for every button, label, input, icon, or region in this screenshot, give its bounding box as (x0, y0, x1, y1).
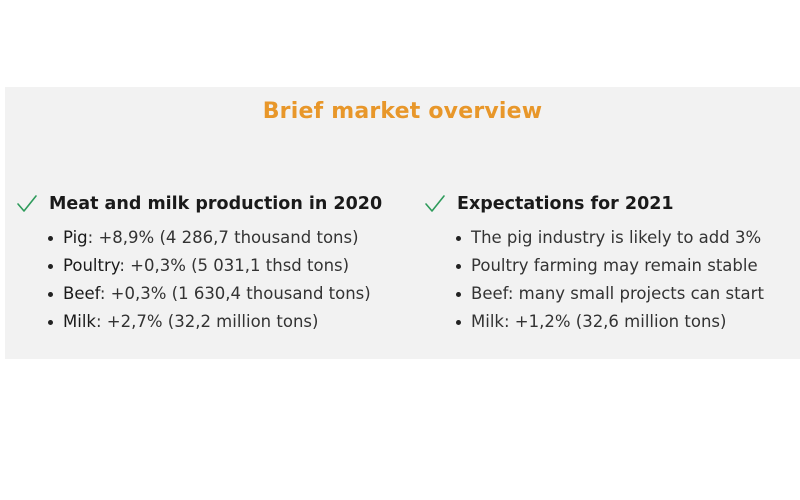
item-value: : +0,3% (5 031,1 thsd tons) (119, 256, 350, 275)
list-item: Milk: +2,7% (32,2 million tons) (45, 308, 405, 336)
item-term: Milk (63, 312, 96, 331)
production-list: Pig: +8,9% (4 286,7 thousand tons) Poult… (15, 224, 405, 336)
item-term: Poultry (63, 256, 120, 275)
production-2020-section: Meat and milk production in 2020 Pig: +8… (15, 192, 405, 336)
item-term: Beef (63, 284, 100, 303)
list-item: Beef: +0,3% (1 630,4 thousand tons) (45, 280, 405, 308)
list-item: Beef: many small projects can start (453, 280, 800, 308)
list-item: Milk: +1,2% (32,6 million tons) (453, 308, 800, 336)
check-icon (17, 195, 37, 212)
overview-panel: Brief market overview Meat and milk prod… (5, 87, 800, 359)
section-title: Meat and milk production in 2020 (49, 194, 383, 214)
section-header: Expectations for 2021 (423, 192, 800, 216)
expectations-2021-section: Expectations for 2021 The pig industry i… (423, 192, 800, 336)
list-item: Poultry: +0,3% (5 031,1 thsd tons) (45, 252, 405, 280)
list-item: Poultry farming may remain stable (453, 252, 800, 280)
item-term: Pig (63, 228, 88, 247)
item-value: : +0,3% (1 630,4 thousand tons) (99, 284, 371, 303)
page-title: Brief market overview (262, 99, 543, 124)
item-value: : +2,7% (32,2 million tons) (95, 312, 319, 331)
section-header: Meat and milk production in 2020 (15, 192, 405, 216)
section-title: Expectations for 2021 (457, 194, 674, 214)
list-item: The pig industry is likely to add 3% (453, 224, 800, 252)
check-icon (425, 195, 445, 212)
item-value: : +8,9% (4 286,7 thousand tons) (87, 228, 359, 247)
list-item: Pig: +8,9% (4 286,7 thousand tons) (45, 224, 405, 252)
expectations-list: The pig industry is likely to add 3% Pou… (423, 224, 800, 336)
